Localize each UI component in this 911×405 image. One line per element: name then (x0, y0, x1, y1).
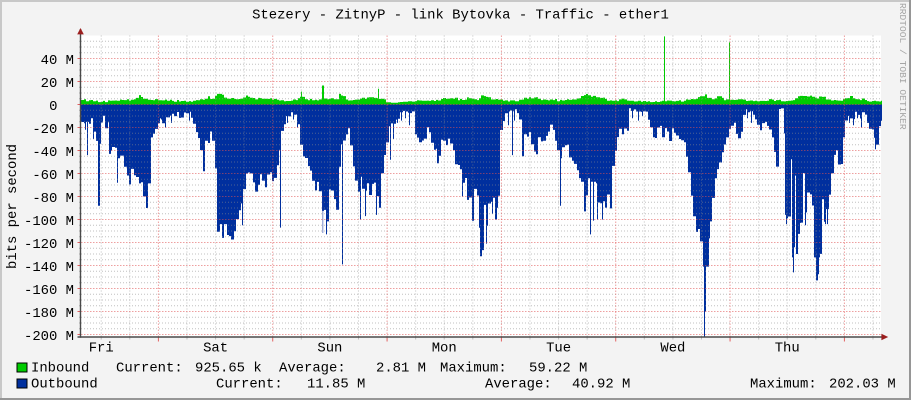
svg-text:Outbound: Outbound (31, 377, 98, 393)
svg-text:Mon: Mon (432, 341, 457, 357)
svg-text:-100 M: -100 M (24, 214, 74, 230)
svg-text:Current:: Current: (216, 377, 283, 393)
svg-text:2.81 M: 2.81 M (376, 361, 426, 377)
svg-text:202.03 M: 202.03 M (829, 377, 896, 393)
svg-text:Current:: Current: (116, 361, 183, 377)
svg-text:-200 M: -200 M (24, 329, 74, 345)
svg-text:bits per second: bits per second (5, 144, 21, 269)
svg-text:40 M: 40 M (41, 53, 74, 69)
svg-text:40.92 M: 40.92 M (572, 377, 630, 393)
svg-text:Sat: Sat (203, 341, 228, 357)
svg-text:Average:: Average: (485, 377, 552, 393)
svg-text:59.22 M: 59.22 M (529, 361, 587, 377)
svg-text:-180 M: -180 M (24, 306, 74, 322)
svg-text:-40 M: -40 M (32, 145, 74, 161)
svg-text:-160 M: -160 M (24, 283, 74, 299)
svg-text:Wed: Wed (660, 341, 685, 357)
svg-text:-20 M: -20 M (32, 122, 74, 138)
svg-text:Tue: Tue (546, 341, 571, 357)
svg-text:11.85 M: 11.85 M (307, 377, 365, 393)
svg-text:0: 0 (49, 99, 57, 115)
svg-text:Sun: Sun (317, 341, 342, 357)
svg-text:Thu: Thu (775, 341, 800, 357)
svg-text:Maximum:: Maximum: (750, 377, 817, 393)
svg-text:Fri: Fri (89, 341, 114, 357)
svg-text:Average:: Average: (279, 361, 346, 377)
svg-text:Stezery - ZitnyP - link Bytovk: Stezery - ZitnyP - link Bytovka - Traffi… (252, 8, 669, 24)
svg-text:-80 M: -80 M (32, 191, 74, 207)
svg-text:Inbound: Inbound (31, 361, 89, 377)
svg-text:-60 M: -60 M (32, 168, 74, 184)
svg-text:Maximum:: Maximum: (440, 361, 507, 377)
svg-text:-120 M: -120 M (24, 237, 74, 253)
svg-text:20 M: 20 M (41, 76, 74, 92)
svg-text:-140 M: -140 M (24, 260, 74, 276)
svg-text:925.65 k: 925.65 k (195, 361, 262, 377)
svg-text:RRDTOOL / TOBI OETIKER: RRDTOOL / TOBI OETIKER (897, 3, 908, 130)
